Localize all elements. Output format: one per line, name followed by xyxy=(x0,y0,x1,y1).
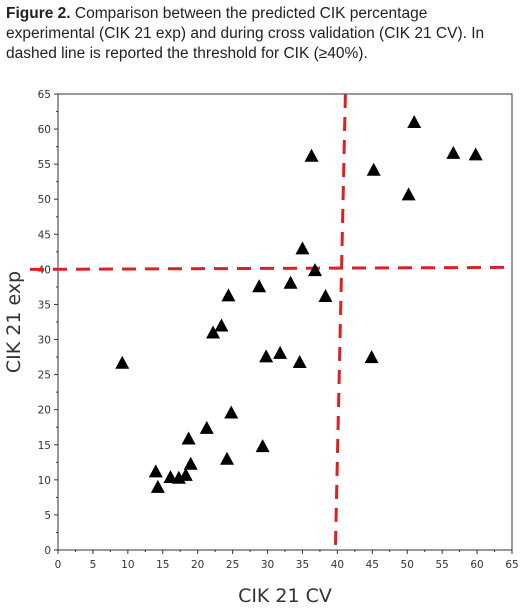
y-tick-label: 30 xyxy=(38,335,51,347)
data-point xyxy=(304,148,319,162)
data-points xyxy=(115,115,483,493)
y-tick-label: 55 xyxy=(38,159,51,171)
y-tick-label: 45 xyxy=(38,229,51,241)
x-tick-label: 60 xyxy=(470,559,483,571)
y-tick-label: 60 xyxy=(38,124,51,136)
data-point xyxy=(150,479,165,493)
x-tick-label: 50 xyxy=(401,559,414,571)
chart-axes: 0 5 10 15 20 25 30 35 40 45 50 55 60 65 0 5 10 15 20 25 30 35… xyxy=(38,89,519,571)
x-tick-label: 25 xyxy=(226,559,239,571)
data-point xyxy=(283,275,298,289)
y-axis-label: CIK 21 exp xyxy=(3,271,25,373)
data-point xyxy=(366,162,381,176)
y-tick-label: 65 xyxy=(38,89,51,101)
data-point xyxy=(178,467,193,481)
data-point xyxy=(446,145,461,159)
data-point xyxy=(273,345,288,359)
data-point xyxy=(401,187,416,201)
data-point xyxy=(295,241,310,255)
data-point xyxy=(163,470,178,484)
data-point xyxy=(407,115,422,129)
y-tick-label: 40 xyxy=(38,264,51,276)
data-point xyxy=(220,451,235,465)
plot-frame xyxy=(57,93,513,551)
data-point xyxy=(221,288,236,302)
x-tick-label: 15 xyxy=(156,559,169,571)
figure-label: Figure 2. xyxy=(6,5,71,22)
threshold-line-vertical xyxy=(333,93,347,551)
x-tick-label: 20 xyxy=(191,559,204,571)
x-axis-label: CIK 21 CV xyxy=(238,585,332,607)
y-tick-label: 0 xyxy=(44,545,51,557)
data-point xyxy=(214,318,229,332)
x-tick-label: 65 xyxy=(505,559,518,571)
data-point xyxy=(206,325,221,339)
y-tick-label: 20 xyxy=(38,405,51,417)
data-point xyxy=(183,456,198,470)
x-tick-label: 5 xyxy=(90,559,97,571)
y-tick-label: 5 xyxy=(44,510,51,522)
x-tick-label: 40 xyxy=(331,559,344,571)
figure-caption: Figure 2. Comparison between the predict… xyxy=(6,4,511,64)
y-tick-label: 50 xyxy=(38,194,51,206)
data-point xyxy=(199,420,214,434)
data-point xyxy=(148,464,163,478)
y-tick-label: 35 xyxy=(38,299,51,311)
x-tick-label: 45 xyxy=(366,559,379,571)
data-point xyxy=(318,289,333,303)
x-tick-label: 55 xyxy=(435,559,448,571)
y-tick-label: 15 xyxy=(38,440,51,452)
x-tick-label: 35 xyxy=(296,559,309,571)
data-point xyxy=(255,439,270,453)
data-point xyxy=(308,263,323,277)
x-tick-label: 30 xyxy=(261,559,274,571)
data-point xyxy=(224,405,239,419)
threshold-line-horizontal xyxy=(29,265,513,271)
data-point xyxy=(115,355,130,369)
x-tick-label: 10 xyxy=(121,559,134,571)
data-point xyxy=(364,350,379,364)
data-point xyxy=(468,147,483,161)
figure-caption-text: Comparison between the predicted CIK per… xyxy=(6,5,485,62)
threshold-lines xyxy=(29,93,513,551)
data-point xyxy=(292,354,307,368)
y-tick-label: 25 xyxy=(38,370,51,382)
data-point xyxy=(259,349,274,363)
data-point xyxy=(252,279,267,293)
y-tick-label: 10 xyxy=(38,475,51,487)
data-point xyxy=(181,431,196,445)
x-tick-label: 0 xyxy=(55,559,62,571)
